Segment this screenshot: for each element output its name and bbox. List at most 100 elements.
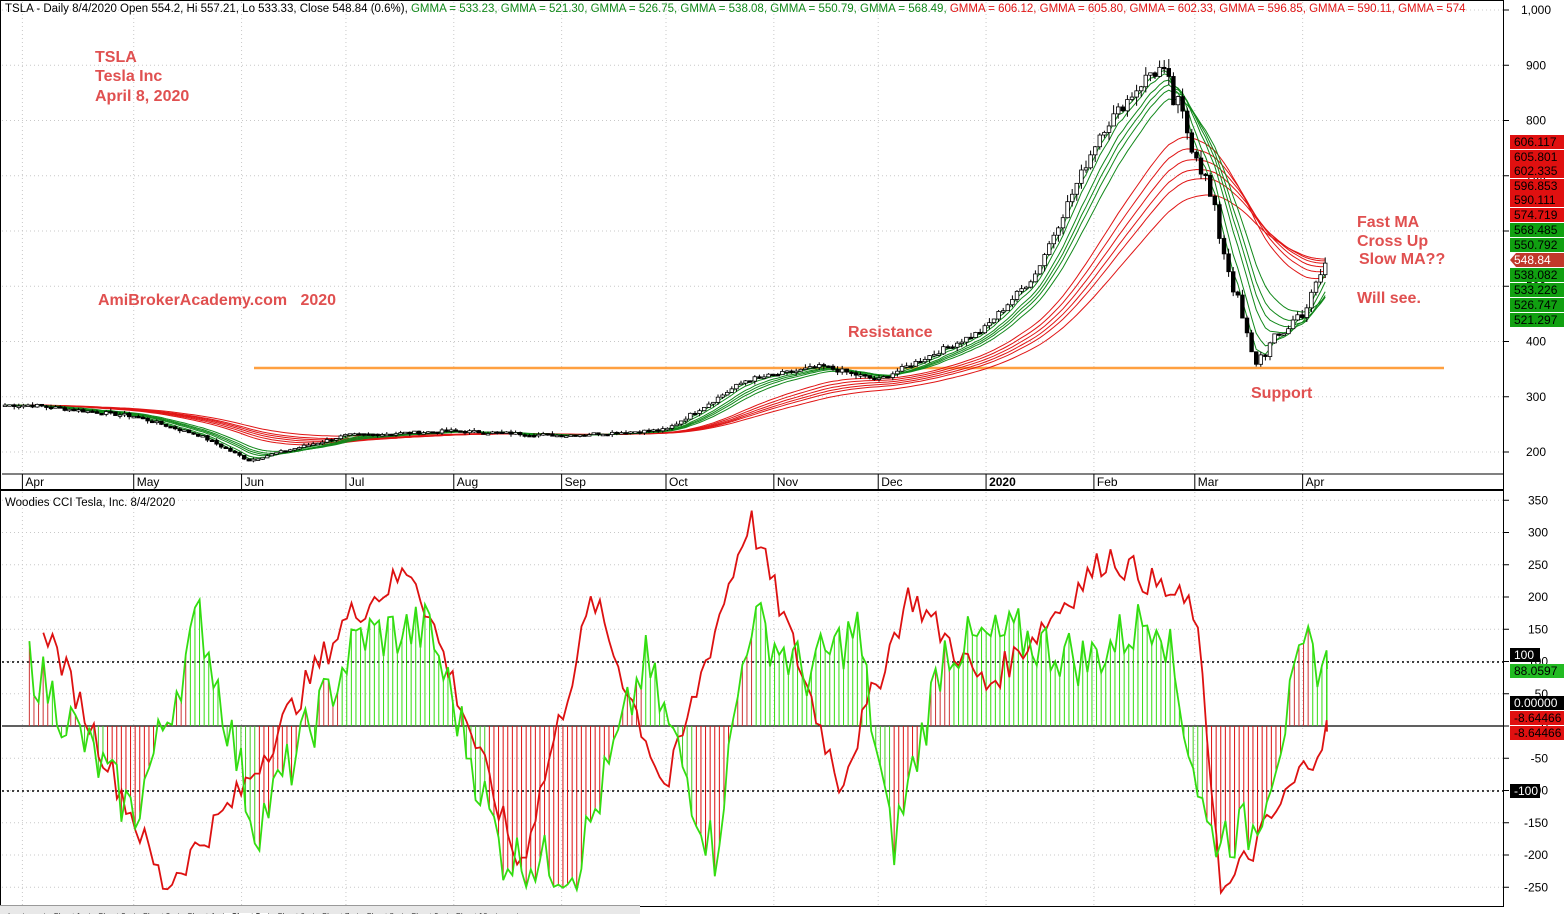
candle-body (665, 427, 670, 431)
candle-body (1093, 146, 1098, 156)
candle-body (352, 433, 357, 436)
candle-body (1258, 354, 1263, 365)
candle-body (53, 406, 58, 409)
candle-body (1033, 273, 1038, 283)
price-value-tag: 596.853 (1510, 179, 1564, 193)
candle-body (807, 366, 813, 369)
candle-body (462, 430, 468, 434)
candle-body (697, 410, 702, 414)
x-tick-label: Oct (669, 475, 688, 489)
candle-body (518, 432, 523, 436)
candle-body (688, 412, 693, 420)
candle-body (99, 413, 104, 416)
svg-text:606.117: 606.117 (1514, 135, 1557, 149)
candle-body (715, 396, 721, 403)
cci-value-tag: -8.64466 (1510, 711, 1564, 725)
candle-body (1175, 96, 1181, 106)
candle-body (182, 429, 187, 432)
candle-body (94, 411, 100, 414)
candle-body (292, 448, 297, 451)
candle-body (1217, 204, 1222, 239)
candle-body (1148, 72, 1153, 76)
candles (2, 59, 1328, 463)
candle-body (1047, 243, 1052, 255)
candle-body (1226, 253, 1231, 273)
candle-body (863, 374, 868, 377)
annotation-ticker: TSLA (95, 49, 137, 66)
candle-body (71, 408, 77, 412)
candle-body (1139, 86, 1144, 92)
candle-body (1249, 332, 1254, 353)
candle-body (1116, 106, 1121, 115)
candle-body (149, 420, 155, 424)
candle-body (393, 433, 399, 436)
candle-body (104, 411, 109, 415)
candle-body (191, 432, 196, 435)
candle-body (941, 346, 946, 355)
cci-y-axis: 350300250200150100500-50-100-150-200-250 (1503, 493, 1548, 894)
candle-body (1263, 354, 1268, 357)
candle-body (1111, 113, 1116, 127)
candle-body (58, 406, 63, 409)
candle-body (232, 450, 238, 454)
candle-body (725, 391, 730, 396)
candle-body (757, 376, 762, 379)
candle-body (1010, 299, 1015, 306)
candle-body (1235, 291, 1240, 296)
price-grid (2, 2, 1503, 905)
candle-body (76, 409, 81, 412)
svg-text:548.84: 548.84 (1514, 253, 1551, 267)
candle-body (237, 452, 242, 456)
candle-body (16, 405, 21, 408)
candle-body (513, 432, 518, 435)
svg-text:602.335: 602.335 (1514, 164, 1558, 178)
candle-body (909, 365, 914, 368)
candle-body (1208, 174, 1213, 197)
candle-body (159, 420, 164, 425)
candle-body (205, 435, 210, 441)
candle-body (702, 406, 707, 412)
candle-body (927, 355, 932, 360)
candle-body (761, 376, 767, 379)
candle-body (973, 332, 978, 338)
x-tick-label: Apr (1306, 475, 1325, 489)
candle-body (1088, 154, 1093, 169)
candle-body (1097, 134, 1102, 148)
candle-body (812, 366, 817, 369)
candle-body (1106, 125, 1112, 133)
candle-body (1295, 314, 1300, 321)
candle-body (1300, 314, 1305, 318)
candle-body (996, 311, 1001, 320)
candle-body (683, 418, 688, 422)
candle-body (1286, 328, 1291, 335)
svg-text:605.801: 605.801 (1514, 150, 1558, 164)
price-tick-label: 900 (1526, 58, 1546, 72)
candle-body (642, 429, 647, 434)
fast-gmma-ribbon (4, 69, 1326, 460)
price-value-tag: 590.111 (1510, 193, 1564, 207)
candle-body (366, 433, 371, 436)
x-tick-label: Sep (565, 475, 587, 489)
candle-body (610, 431, 615, 436)
candle-body (324, 439, 330, 443)
candle-body (545, 433, 550, 436)
candle-body (255, 458, 261, 461)
candle-body (1309, 291, 1314, 309)
cci-value-tag: 88.0597 (1510, 664, 1564, 678)
candle-body (1281, 333, 1286, 336)
candle-body (306, 444, 311, 447)
candle-body (1323, 262, 1328, 276)
candle-body (1001, 310, 1006, 313)
candle-body (200, 435, 205, 438)
candle-body (679, 420, 684, 425)
annotation-support: Support (1251, 385, 1313, 402)
candle-body (656, 429, 661, 432)
candle-body (596, 432, 601, 436)
candle-body (246, 458, 251, 462)
candle-body (1051, 234, 1056, 245)
svg-text:88.0597: 88.0597 (1514, 664, 1558, 678)
candle-body (1185, 110, 1190, 134)
candle-body (1244, 317, 1250, 334)
candle-body (752, 376, 757, 382)
candle-body (2, 404, 8, 407)
